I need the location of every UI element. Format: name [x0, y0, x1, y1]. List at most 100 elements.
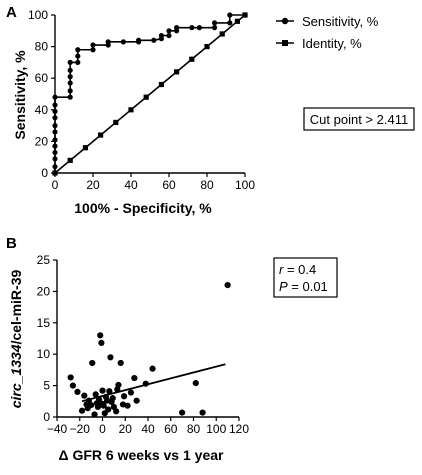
roc-sensitivity-point	[75, 59, 81, 65]
stats-p-line: P = 0.01	[279, 279, 328, 294]
roc-identity-point	[204, 44, 210, 50]
roc-sensitivity-point	[52, 149, 58, 156]
scatter-y-tick-label: 0	[43, 410, 50, 424]
legend-sensitivity-marker	[281, 17, 289, 25]
roc-series-group	[52, 12, 248, 176]
roc-sensitivity-point	[52, 115, 58, 121]
scatter-point	[98, 339, 105, 346]
scatter-x-axis-label: Δ GFR 6 weeks vs 1 year	[59, 447, 224, 463]
roc-sensitivity-point	[227, 12, 233, 18]
scatter-point	[100, 402, 107, 409]
scatter-x-tick-label: −40	[47, 422, 68, 436]
scatter-point	[99, 387, 106, 394]
scatter-point	[81, 392, 88, 399]
scatter-point	[115, 381, 122, 389]
roc-identity-point	[82, 145, 88, 151]
scatter-point	[67, 374, 74, 381]
scatter-x-tick-label: −20	[70, 422, 91, 436]
scatter-point	[179, 409, 186, 416]
scatter-chart: −40 −20 0 20 40 60 80 100 120 0 5 10 15 20 25 Δ GFR 6 …	[8, 253, 249, 463]
legend-identity-marker	[282, 40, 288, 46]
roc-sensitivity-point	[52, 143, 58, 149]
stats-annotation: r = 0.4 P = 0.01	[273, 257, 338, 298]
roc-sensitivity-point	[189, 25, 195, 31]
scatter-y-tick-label: 5	[43, 379, 50, 393]
stats-p-value: = 0.01	[288, 279, 328, 294]
scatter-point	[224, 282, 231, 289]
scatter-point	[124, 402, 131, 409]
roc-y-tick-label: 0	[41, 166, 48, 180]
scatter-point	[97, 332, 104, 339]
scatter-y-axis-label-rest: /cel-miR-39	[8, 270, 24, 345]
roc-sensitivity-point	[67, 94, 73, 100]
stats-r-var: r	[279, 262, 284, 277]
roc-identity-point	[143, 94, 149, 100]
scatter-point	[105, 406, 112, 413]
roc-sensitivity-point	[67, 74, 73, 80]
roc-identity-point	[128, 107, 134, 113]
roc-sensitivity-point	[212, 20, 218, 26]
scatter-point	[109, 395, 116, 402]
scatter-y-tick-label: 20	[37, 284, 51, 298]
roc-sensitivity-point	[75, 53, 81, 59]
roc-x-tick-label: 40	[124, 178, 138, 192]
roc-x-tick-label: 100	[235, 178, 255, 192]
roc-axes: 0 20 40 60 80 100 0 20 40 60 80 100	[28, 8, 255, 192]
roc-sensitivity-point	[166, 28, 172, 34]
scatter-point	[69, 382, 77, 389]
roc-sensitivity-point	[52, 123, 58, 129]
roc-x-tick-label: 20	[86, 178, 100, 192]
roc-x-tick-label: 60	[162, 178, 176, 192]
roc-sensitivity-point	[212, 25, 218, 31]
scatter-y-tick-label: 15	[37, 316, 51, 330]
roc-sensitivity-point	[136, 37, 142, 43]
stats-r-line: r = 0.4	[279, 262, 316, 277]
scatter-y-axis-label: circ_1334/cel-miR-39	[8, 270, 24, 409]
scatter-y-tick-label: 25	[37, 253, 51, 267]
roc-sensitivity-point	[52, 108, 58, 114]
roc-sensitivity-point	[174, 25, 180, 31]
roc-sensitivity-point	[166, 32, 172, 39]
scatter-x-tick-label: 40	[141, 422, 155, 436]
scatter-y-tick-label: 10	[37, 347, 51, 361]
roc-sensitivity-point	[67, 59, 73, 65]
scatter-point	[117, 359, 124, 367]
roc-sensitivity-point	[151, 37, 157, 43]
roc-y-tick-label: 20	[35, 134, 49, 148]
roc-sensitivity-point	[67, 67, 73, 73]
scatter-point	[89, 359, 96, 367]
scatter-point	[107, 354, 114, 361]
roc-legend: Sensitivity, % Identity, %	[276, 14, 379, 51]
cut-point-annotation: Cut point > 2.411	[303, 107, 415, 131]
scatter-point	[88, 401, 95, 409]
scatter-x-tick-label: 120	[229, 422, 249, 436]
roc-sensitivity-point	[158, 32, 164, 39]
stats-r-value: = 0.4	[283, 262, 316, 277]
scatter-point	[149, 365, 156, 372]
roc-y-axis-label: Sensitivity, %	[12, 50, 28, 140]
stats-box	[273, 257, 338, 298]
cut-point-box	[303, 107, 415, 131]
roc-y-tick-label: 40	[35, 103, 49, 117]
roc-identity-point	[158, 81, 164, 88]
scatter-y-axis-label-italic: circ_1334	[8, 344, 24, 408]
roc-sensitivity-point	[52, 102, 58, 108]
roc-sensitivity-point	[75, 47, 81, 53]
scatter-point	[113, 408, 120, 415]
scatter-x-tick-label: 0	[99, 422, 106, 436]
roc-identity-point	[189, 56, 195, 62]
scatter-points-group	[67, 282, 231, 418]
scatter-point	[78, 407, 86, 414]
roc-identity-point	[113, 119, 119, 126]
roc-identity-point	[174, 69, 180, 75]
roc-sensitivity-point	[67, 88, 73, 94]
scatter-x-tick-label: 60	[164, 422, 178, 436]
stats-p-var: P	[279, 279, 288, 294]
roc-identity-point	[234, 18, 240, 24]
roc-y-tick-label: 100	[28, 8, 48, 22]
scatter-x-tick-label: 80	[187, 422, 201, 436]
legend-identity-label: Identity, %	[302, 36, 362, 51]
roc-sensitivity-point	[52, 129, 58, 135]
roc-sensitivity-point	[67, 80, 73, 86]
